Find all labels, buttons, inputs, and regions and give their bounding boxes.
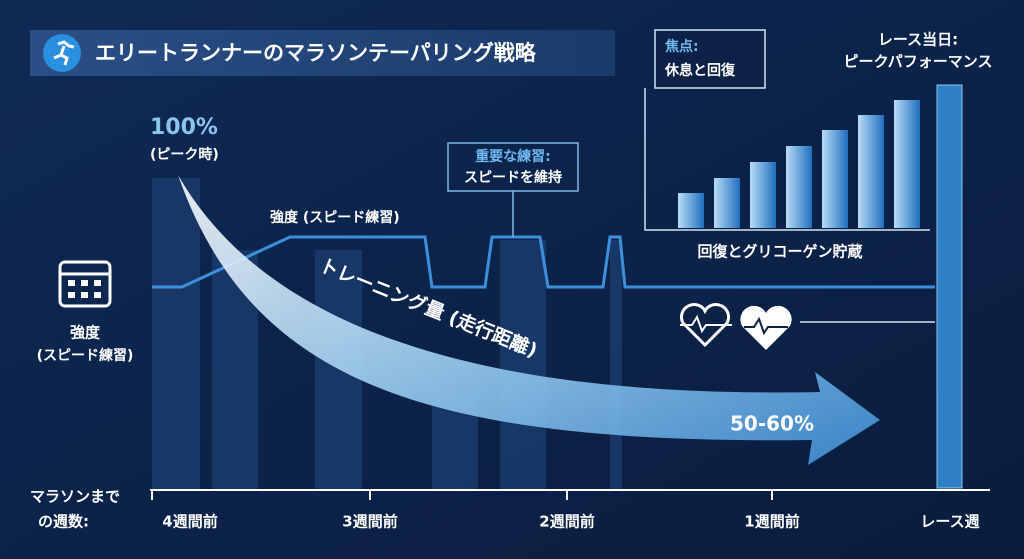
focus-text: 休息と回復: [664, 62, 736, 79]
volume-arrow: [178, 175, 880, 465]
week-label: 2週間前: [539, 513, 594, 531]
column: [610, 240, 622, 490]
heart-icon: [740, 305, 792, 350]
intensity-line-label: 強度 (スピード練習): [270, 209, 400, 226]
column: [152, 178, 200, 490]
week-label: 1週間前: [744, 513, 799, 531]
callout-title: 重要な練習:: [475, 148, 551, 165]
focus-title: 焦点:: [664, 38, 699, 55]
legend-label: 強度: [70, 324, 101, 342]
focus-box: [654, 29, 766, 89]
inset-frame: [644, 88, 930, 231]
week-label: 3週間前: [342, 513, 397, 531]
column: [500, 240, 546, 490]
week-label: レース週: [920, 513, 979, 531]
legend-sub: (スピード練習): [37, 347, 134, 364]
recovery-label: 回復とグリコーゲン貯蔵: [697, 243, 862, 261]
peak-value: 100%: [150, 115, 218, 140]
week-label: 4週間前: [162, 513, 217, 531]
intensity-line: [152, 235, 935, 289]
peak-note: (ピーク時): [150, 146, 219, 163]
race-bar: [936, 84, 963, 489]
title-banner: [30, 30, 615, 76]
week-columns: [152, 178, 622, 490]
axis-label: の週数:: [38, 513, 89, 531]
pulse-line: [744, 316, 788, 336]
calendar-icon: [58, 260, 112, 308]
race-text: ピークパフォーマンス: [844, 53, 993, 71]
race-title: レース当日:: [878, 31, 958, 49]
callout-text: スピードを維持: [464, 169, 562, 186]
recovery-bars: [678, 100, 920, 228]
title: エリートランナーのマラソンテーパリング戦略: [95, 41, 537, 65]
axis-ticks: [151, 490, 773, 500]
axis-label: マラソンまで: [30, 488, 120, 506]
volume-end: 50-60%: [730, 412, 814, 436]
pulse-line: [680, 314, 732, 334]
runner-figure: [53, 40, 75, 66]
heart-icon: [679, 302, 731, 348]
calendar-cells: [68, 280, 101, 298]
